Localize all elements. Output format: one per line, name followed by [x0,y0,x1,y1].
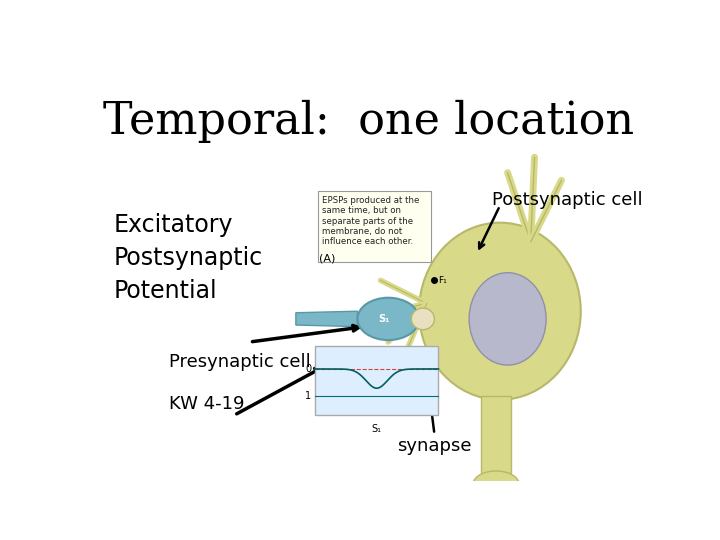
Ellipse shape [469,273,546,365]
Text: 0: 0 [305,364,311,374]
Text: S₁: S₁ [372,424,382,434]
Ellipse shape [411,308,434,330]
Text: (A): (A) [319,253,336,264]
Text: Potential: Potential [114,279,217,303]
Text: KW 4-19: KW 4-19 [169,395,245,413]
Ellipse shape [357,298,419,340]
Polygon shape [481,396,511,473]
Ellipse shape [419,222,581,400]
Text: S₁: S₁ [379,314,390,324]
Text: Excitatory: Excitatory [114,213,233,237]
Ellipse shape [473,471,519,498]
Text: EPSPs produced at the
same time, but on
separate parts of the
membrane, do not
i: EPSPs produced at the same time, but on … [322,195,420,246]
Text: synapse: synapse [397,437,472,455]
Polygon shape [296,311,357,327]
FancyBboxPatch shape [318,191,431,262]
Bar [315,346,438,415]
Text: Temporal:  one location: Temporal: one location [104,99,634,143]
Text: Presynaptic cell: Presynaptic cell [169,353,311,371]
Text: Postsynaptic cell: Postsynaptic cell [492,191,643,208]
Text: 1: 1 [305,391,311,401]
Text: Postsynaptic: Postsynaptic [114,246,264,270]
Text: F₁: F₁ [438,276,447,285]
